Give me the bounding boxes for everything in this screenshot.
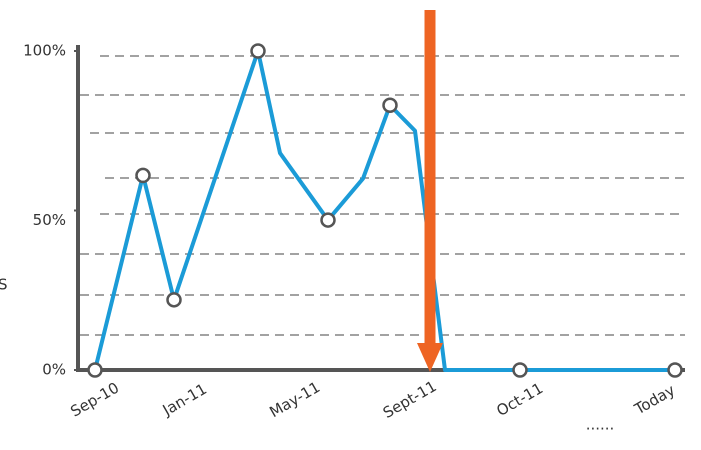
x-tick-label: May-11	[266, 378, 323, 421]
x-tick-label: Jan-11	[159, 380, 210, 420]
decorative-dashes	[80, 55, 685, 336]
y-tick-label: 0%	[42, 361, 66, 379]
x-tick-label: Sept-11	[380, 377, 440, 422]
y-tick-label: 50%	[33, 211, 66, 229]
point-marker	[320, 212, 336, 228]
point-marker	[250, 43, 266, 59]
point-marker	[87, 362, 103, 378]
point-marker	[166, 292, 182, 308]
x-tick-label: Sep-10	[67, 379, 122, 421]
arrow-head	[417, 343, 443, 372]
point-marker	[382, 97, 398, 113]
x-tick-label: ......	[586, 416, 615, 434]
x-tick-label: Oct-11	[493, 379, 546, 420]
point-marker	[512, 362, 528, 378]
line	[93, 49, 675, 372]
point-marker	[135, 167, 151, 184]
y-axis-label: S	[0, 276, 8, 294]
y-tick-label: 100%	[23, 42, 66, 60]
point-marker	[667, 362, 683, 378]
x-tick-label: Today	[631, 381, 679, 419]
